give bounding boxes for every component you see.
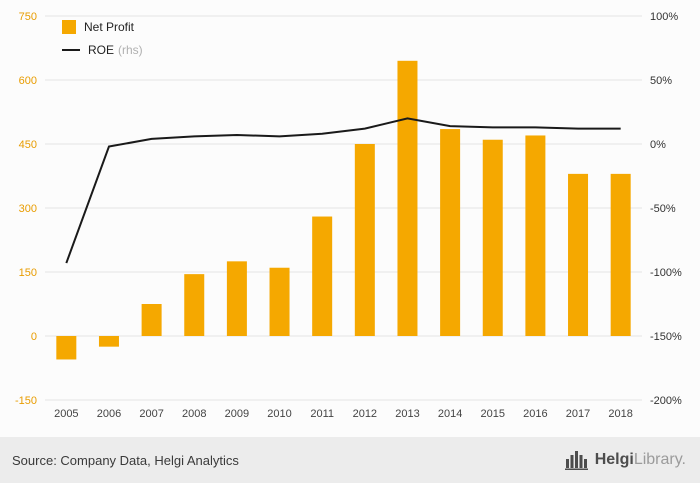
right-axis-tick-label: 50% bbox=[650, 75, 672, 87]
right-axis-tick-label: -200% bbox=[650, 395, 682, 407]
bar-net-profit bbox=[98, 336, 119, 347]
left-axis-tick-label: 450 bbox=[19, 139, 37, 151]
x-axis-label: 2018 bbox=[608, 408, 632, 420]
bar-net-profit bbox=[397, 60, 418, 337]
left-axis-tick-label: 150 bbox=[19, 267, 37, 279]
left-axis-tick-label: 600 bbox=[19, 75, 37, 87]
logo-text-library: Library. bbox=[633, 451, 686, 468]
bar-net-profit bbox=[482, 139, 503, 336]
legend-item-net-profit: Net Profit bbox=[62, 20, 143, 34]
left-axis-tick-label: 300 bbox=[19, 203, 37, 215]
x-axis-label: 2006 bbox=[97, 408, 121, 420]
legend-item-roe: ROE (rhs) bbox=[62, 43, 143, 57]
bar-net-profit bbox=[312, 216, 333, 336]
left-axis-tick-label: 750 bbox=[19, 11, 37, 23]
left-axis-tick-label: 0 bbox=[31, 331, 37, 343]
legend-roe-label: ROE bbox=[88, 43, 115, 57]
legend-roe-suffix: (rhs) bbox=[118, 43, 143, 57]
net-profit-swatch-icon bbox=[62, 20, 76, 34]
chart-container: Net Profit ROE (rhs) 750 100% 600 50% 450 0% 3… bbox=[14, 11, 683, 420]
x-axis-label: 2012 bbox=[353, 408, 377, 420]
legend-net-profit-label: Net Profit bbox=[84, 20, 135, 34]
helgi-library-building-icon bbox=[564, 450, 589, 470]
bar-net-profit bbox=[269, 267, 290, 336]
x-axis-label: 2015 bbox=[481, 408, 505, 420]
bar-net-profit bbox=[525, 135, 546, 336]
right-axis-tick-label: -150% bbox=[650, 331, 682, 343]
logo-text-helgi: Helgi bbox=[594, 451, 634, 468]
x-axis-label: 2014 bbox=[438, 408, 462, 420]
x-axis-label: 2005 bbox=[54, 408, 78, 420]
x-axis-label: 2007 bbox=[139, 408, 163, 420]
footer: Source: Company Data, Helgi Analytics He… bbox=[0, 437, 700, 483]
right-axis-tick-label: 100% bbox=[650, 11, 678, 23]
helgi-library-logo: HelgiLibrary. bbox=[564, 450, 686, 470]
bar-net-profit bbox=[56, 336, 77, 360]
bar-net-profit bbox=[568, 173, 589, 336]
chart-svg: 750 100% 600 50% 450 0% 300 -50% 150 -100% 0 -150% -… bbox=[15, 11, 682, 420]
bar-net-profit bbox=[610, 173, 631, 336]
x-axis-label: 2016 bbox=[523, 408, 547, 420]
left-axis-tick-label: -150 bbox=[15, 395, 37, 407]
x-axis-label: 2013 bbox=[395, 408, 419, 420]
right-axis-tick-label: -100% bbox=[650, 267, 682, 279]
bar-net-profit bbox=[440, 129, 461, 336]
right-axis-tick-label: 0% bbox=[650, 139, 666, 151]
bar-net-profit bbox=[184, 274, 205, 336]
chart-legend: Net Profit ROE (rhs) bbox=[62, 20, 143, 66]
x-axis-label: 2009 bbox=[225, 408, 249, 420]
source-text: Source: Company Data, Helgi Analytics bbox=[12, 452, 239, 468]
x-axis-label: 2017 bbox=[566, 408, 590, 420]
right-axis-tick-label: -50% bbox=[650, 203, 676, 215]
x-axis-label: 2010 bbox=[267, 408, 291, 420]
x-axis-label: 2008 bbox=[182, 408, 206, 420]
bar-net-profit bbox=[354, 144, 375, 336]
bar-net-profit bbox=[141, 304, 162, 336]
bar-net-profit bbox=[226, 261, 247, 336]
roe-line-swatch-icon bbox=[62, 49, 80, 51]
x-axis-label: 2011 bbox=[310, 408, 334, 420]
roe-line bbox=[65, 117, 621, 264]
